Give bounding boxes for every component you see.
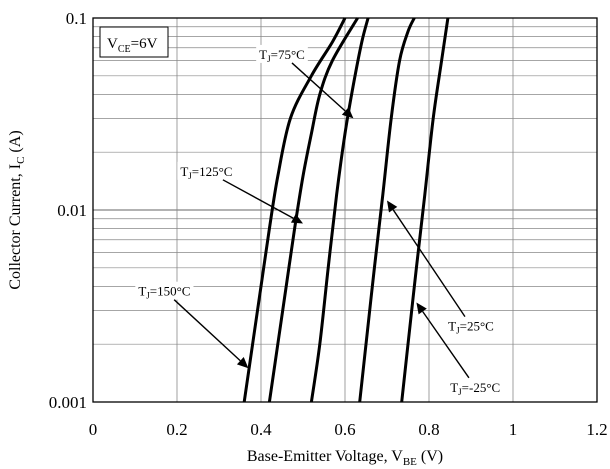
condition-sub: CE <box>118 44 131 55</box>
annotation-label: TJ=125°C <box>180 164 232 181</box>
annotation-1: TJ=125°C <box>177 161 303 224</box>
x-axis-title-unit: (V) <box>417 448 443 465</box>
x-axis-title-main: Base-Emitter Voltage, V <box>247 448 403 465</box>
x-tick-label: 1.2 <box>586 420 607 439</box>
x-axis-title: Base-Emitter Voltage, VBE (V) <box>247 448 443 468</box>
x-tick-label: 0.4 <box>250 420 272 439</box>
annotation-4: TJ=-25°C <box>416 302 504 397</box>
annotation-arrow <box>422 311 470 379</box>
annotation-label: TJ=-25°C <box>450 380 500 397</box>
annotation-label: TJ=150°C <box>138 284 190 301</box>
y-tick-label: 0.1 <box>66 9 87 28</box>
x-tick-label: 0.6 <box>334 420 355 439</box>
y-tick-label: 0.01 <box>57 201 87 220</box>
annotation-arrowhead <box>387 200 398 213</box>
annotation-arrow <box>222 179 294 219</box>
annotation-3: TJ=25°C <box>387 200 497 336</box>
curve-75°C <box>309 17 370 403</box>
curves <box>242 17 450 403</box>
x-axis-title-sub: BE <box>403 456 417 468</box>
condition-box: VCE=6V <box>99 26 169 58</box>
annotation-label: TJ=25°C <box>448 319 494 336</box>
annotation-arrowhead <box>416 302 427 315</box>
annotation-arrow <box>392 209 466 317</box>
x-tick-label: 0.8 <box>418 420 439 439</box>
annotation-bg <box>445 316 497 335</box>
annotation-bg <box>177 161 236 180</box>
annotation-bg <box>135 281 194 300</box>
condition-main: V <box>107 36 118 52</box>
y-tick-labels: 0.001 0.01 0.1 <box>49 9 87 412</box>
x-tick-label: 1 <box>509 420 518 439</box>
curve-150°C <box>242 17 347 403</box>
y-axis-title-unit: (A) <box>7 130 24 156</box>
x-tick-label: 0.2 <box>166 420 187 439</box>
grid <box>92 17 598 403</box>
condition-rest: =6V <box>131 36 158 52</box>
annotation-0: TJ=75°C <box>256 44 354 119</box>
svg-text:VCE=6V: VCE=6V <box>107 36 158 55</box>
annotations: TJ=75°C TJ=125°C TJ=150°C TJ=25°C TJ=-25°C <box>135 44 504 397</box>
annotation-arrow <box>173 299 241 362</box>
y-axis-title-main: Collector Current, I <box>7 164 24 290</box>
annotation-arrowhead <box>290 213 303 224</box>
curve--25°C <box>400 17 450 403</box>
curve-125°C <box>267 17 359 403</box>
y-axis-title-sub: C <box>15 157 27 164</box>
annotation-arrowhead <box>236 357 249 369</box>
annotation-bg <box>256 44 308 63</box>
annotation-arrow <box>291 62 346 112</box>
annotation-arrowhead <box>341 107 354 119</box>
x-tick-labels: 0 0.2 0.4 0.6 0.8 1 1.2 <box>89 420 608 439</box>
y-tick-label: 0.001 <box>49 393 87 412</box>
curve-25°C <box>358 17 416 403</box>
annotation-label: TJ=75°C <box>259 47 305 64</box>
annotation-2: TJ=150°C <box>135 281 249 369</box>
annotation-bg <box>447 377 504 396</box>
y-axis-title: Collector Current, IC (A) <box>7 130 27 289</box>
x-tick-label: 0 <box>89 420 98 439</box>
